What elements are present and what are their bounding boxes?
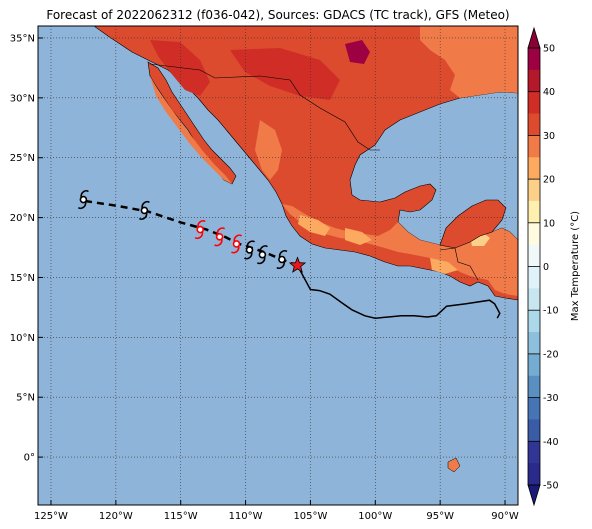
lon-tick-label: 115°W	[164, 511, 198, 522]
lat-tick-label: 30°N	[10, 93, 35, 104]
temp-band-northeast	[420, 26, 518, 98]
forecast-track-line	[83, 199, 298, 267]
colorbar-level	[528, 179, 540, 202]
lat-tick-label: 35°N	[10, 33, 35, 44]
temp-hotspot-extreme	[345, 40, 370, 64]
colorbar-tick-label: -20	[543, 349, 559, 360]
colorbar-level	[528, 200, 540, 224]
colorbar-level	[528, 375, 540, 398]
colorbar-level	[528, 113, 540, 136]
lat-tick-label: 20°N	[10, 213, 35, 224]
tropical-storm-icon	[276, 249, 288, 270]
colorbar-level	[528, 288, 540, 311]
colorbar-tick-label: 0	[543, 262, 549, 273]
lat-tick-label: 25°N	[10, 153, 35, 164]
lon-tick-label: 90°W	[491, 511, 519, 522]
colorbar-level	[528, 332, 540, 355]
colorbar-tick-label: 40	[543, 87, 555, 98]
land-temperature-layer	[93, 26, 518, 473]
lon-tick-label: 125°W	[34, 511, 68, 522]
lon-tick-label: 105°W	[293, 511, 327, 522]
tropical-storm-icon	[214, 227, 226, 247]
colorbar-level	[528, 157, 540, 180]
latitude-ticks: 35°N 30°N 25°N 20°N 15°N 10°N 5°N 0°	[10, 33, 43, 464]
colorbar-level	[528, 353, 540, 377]
colorbar: 50 40 30 20 10 0 -10 -20 -30 -40 -50	[527, 26, 559, 507]
lon-tick-label: 100°W	[358, 511, 392, 522]
storm-symbols	[77, 190, 288, 270]
colorbar-level	[528, 244, 540, 267]
tropical-storm-icon	[194, 220, 206, 240]
colorbar-tick-label: -30	[543, 393, 559, 404]
colorbar-tick-label: -50	[543, 481, 559, 492]
tropical-storm-icon	[230, 234, 243, 254]
colorbar-level	[528, 419, 540, 442]
temp-band-coastal	[282, 204, 518, 296]
colorbar-tick-label: 20	[543, 175, 555, 186]
border-mexico-guatemala	[439, 247, 479, 281]
lat-tick-label: 10°N	[10, 333, 35, 344]
land-yucatan	[439, 199, 507, 249]
colorbar-tick-label: 10	[543, 218, 555, 229]
colorbar-level	[528, 463, 540, 486]
temp-patch-guatemala	[430, 258, 458, 274]
lon-tick-label: 95°W	[426, 511, 454, 522]
lat-tick-label: 5°N	[16, 393, 35, 404]
colorbar-label: Max Temperature (°C)	[570, 211, 581, 321]
map-frame	[37, 25, 519, 506]
colorbar-extend-top	[527, 26, 541, 49]
tropical-storm-icon	[256, 245, 268, 265]
lon-tick-label: 110°W	[229, 511, 263, 522]
map-gridlines	[38, 26, 518, 505]
colorbar-level	[528, 48, 540, 71]
tropical-storm-icon	[138, 200, 150, 220]
map-title: Forecast of 2022062312 (f036-042), Sourc…	[46, 8, 510, 22]
past-track-line	[296, 265, 501, 319]
colorbar-tick-label: -10	[543, 306, 559, 317]
colorbar-tick-label: -40	[543, 437, 559, 448]
colorbar-level	[528, 441, 540, 464]
colorbar-tick-label: 50	[543, 44, 555, 55]
colorbar-level	[528, 310, 540, 333]
colorbar-level	[528, 266, 540, 289]
longitude-ticks: 125°W 120°W 115°W 110°W 105°W 100°W 95°W 90°W	[34, 500, 519, 522]
border-us-mexico	[149, 63, 380, 151]
colorbar-level	[528, 69, 540, 93]
temp-hotspot-west-texas	[230, 48, 340, 100]
lon-tick-label: 120°W	[99, 511, 133, 522]
colorbar-tick-label: 30	[543, 131, 555, 142]
temp-patch-highland-2	[345, 228, 372, 245]
temp-hotspot-sonora	[150, 40, 210, 96]
colorbar-level	[528, 222, 540, 246]
storm-track	[77, 190, 501, 319]
colorbar-level	[528, 135, 540, 158]
current-position-star-icon	[288, 256, 307, 273]
temp-patch-highland-1	[298, 215, 330, 236]
lat-tick-label: 0°	[24, 453, 35, 464]
tropical-storm-icon	[243, 240, 256, 260]
colorbar-level	[528, 91, 540, 114]
tropical-storm-icon	[77, 190, 89, 210]
lat-tick-label: 15°N	[10, 273, 35, 284]
temp-band-plateau	[255, 120, 282, 180]
colorbar-level	[528, 397, 540, 420]
colorbar-extend-bottom	[527, 484, 541, 507]
land-galapagos	[447, 457, 461, 473]
